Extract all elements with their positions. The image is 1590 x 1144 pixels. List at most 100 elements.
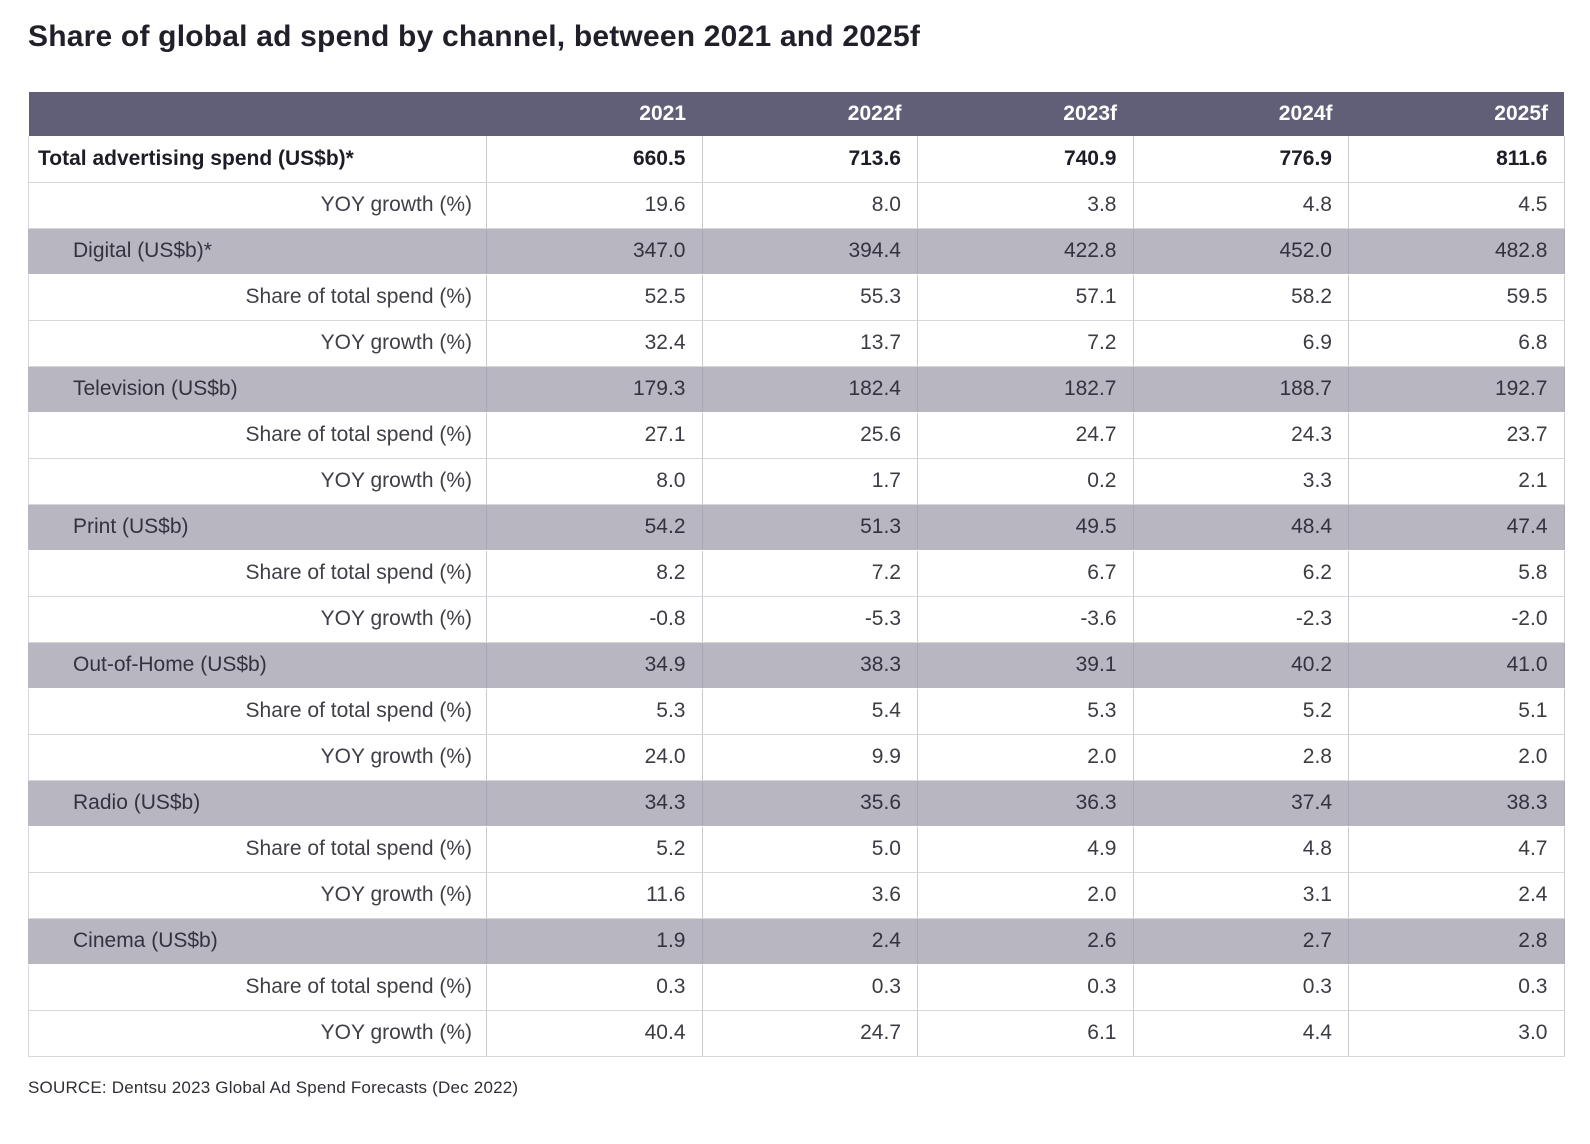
cell-value: 2.0 bbox=[917, 872, 1134, 919]
cell-value: 2.8 bbox=[1348, 917, 1565, 965]
cell-value: 1.9 bbox=[486, 917, 703, 965]
cell-value: 740.9 bbox=[917, 135, 1134, 183]
cell-value: 40.2 bbox=[1133, 641, 1349, 689]
cell-value: 39.1 bbox=[917, 641, 1134, 689]
row-label: YOY growth (%) bbox=[28, 320, 487, 367]
page-title: Share of global ad spend by channel, bet… bbox=[28, 20, 921, 53]
cell-value: 8.0 bbox=[486, 458, 703, 505]
cell-value: 59.5 bbox=[1348, 274, 1565, 321]
cell-value: 394.4 bbox=[702, 227, 918, 275]
cell-value: 0.3 bbox=[1348, 964, 1565, 1011]
table-row: YOY growth (%) 11.6 3.6 2.0 3.1 2.4 bbox=[28, 872, 1565, 919]
table-row: Share of total spend (%) 27.1 25.6 24.7 24.3… bbox=[28, 412, 1565, 459]
table-row: Total advertising spend (US$b)* 660.5 713.… bbox=[28, 135, 1565, 183]
cell-value: 7.2 bbox=[702, 550, 918, 597]
cell-value: 3.8 bbox=[917, 182, 1134, 229]
cell-value: 38.3 bbox=[1348, 779, 1565, 827]
cell-value: 2.7 bbox=[1133, 917, 1349, 965]
row-label: Total advertising spend (US$b)* bbox=[28, 135, 487, 183]
cell-value: 2.4 bbox=[1348, 872, 1565, 919]
cell-value: 6.1 bbox=[917, 1010, 1134, 1057]
cell-value: 32.4 bbox=[486, 320, 703, 367]
cell-value: 182.7 bbox=[917, 365, 1134, 413]
cell-value: 35.6 bbox=[702, 779, 918, 827]
cell-value: 34.9 bbox=[486, 641, 703, 689]
cell-value: 5.8 bbox=[1348, 550, 1565, 597]
cell-value: 55.3 bbox=[702, 274, 918, 321]
cell-value: 5.0 bbox=[702, 826, 918, 873]
table-row: Cinema (US$b) 1.9 2.4 2.6 2.7 2.8 bbox=[28, 917, 1565, 965]
row-label: YOY growth (%) bbox=[28, 458, 487, 505]
row-label: Share of total spend (%) bbox=[28, 688, 487, 735]
cell-value: 0.2 bbox=[917, 458, 1134, 505]
cell-value: 182.4 bbox=[702, 365, 918, 413]
cell-value: 660.5 bbox=[486, 135, 703, 183]
cell-value: 47.4 bbox=[1348, 503, 1565, 551]
cell-value: 13.7 bbox=[702, 320, 918, 367]
cell-value: 6.2 bbox=[1133, 550, 1349, 597]
cell-value: 27.1 bbox=[486, 412, 703, 459]
table-row: Digital (US$b)* 347.0 394.4 422.8 452.0 482.8 bbox=[28, 227, 1565, 275]
cell-value: 2.4 bbox=[702, 917, 918, 965]
cell-value: 11.6 bbox=[486, 872, 703, 919]
cell-value: -5.3 bbox=[702, 596, 918, 643]
cell-value: 2.8 bbox=[1133, 734, 1349, 781]
cell-value: 6.8 bbox=[1348, 320, 1565, 367]
cell-value: 52.5 bbox=[486, 274, 703, 321]
cell-value: 3.1 bbox=[1133, 872, 1349, 919]
header-cell-2025f: 2025f bbox=[1348, 92, 1564, 136]
cell-value: -0.8 bbox=[486, 596, 703, 643]
cell-value: 37.4 bbox=[1133, 779, 1349, 827]
cell-value: 24.0 bbox=[486, 734, 703, 781]
cell-value: 2.6 bbox=[917, 917, 1134, 965]
cell-value: 4.7 bbox=[1348, 826, 1565, 873]
row-label: Television (US$b) bbox=[28, 365, 487, 413]
cell-value: 811.6 bbox=[1348, 135, 1565, 183]
cell-value: 4.5 bbox=[1348, 182, 1565, 229]
table-row: YOY growth (%) -0.8 -5.3 -3.6 -2.3 -2.0 bbox=[28, 596, 1565, 643]
cell-value: 9.9 bbox=[702, 734, 918, 781]
table-row: YOY growth (%) 40.4 24.7 6.1 4.4 3.0 bbox=[28, 1010, 1565, 1057]
cell-value: 4.8 bbox=[1133, 826, 1349, 873]
cell-value: 40.4 bbox=[486, 1010, 703, 1057]
cell-value: 5.2 bbox=[1133, 688, 1349, 735]
header-row: 2021 2022f 2023f 2024f 2025f bbox=[28, 92, 1564, 136]
cell-value: 192.7 bbox=[1348, 365, 1565, 413]
table-row: YOY growth (%) 32.4 13.7 7.2 6.9 6.8 bbox=[28, 320, 1565, 367]
table-row: YOY growth (%) 8.0 1.7 0.2 3.3 2.1 bbox=[28, 458, 1565, 505]
table-row: YOY growth (%) 24.0 9.9 2.0 2.8 2.0 bbox=[28, 734, 1565, 781]
table-row: Share of total spend (%) 5.2 5.0 4.9 4.8 4.7 bbox=[28, 826, 1565, 873]
cell-value: -2.3 bbox=[1133, 596, 1349, 643]
header-cell-label bbox=[28, 92, 487, 136]
table-row: Share of total spend (%) 0.3 0.3 0.3 0.3 0.3 bbox=[28, 964, 1565, 1011]
row-label: YOY growth (%) bbox=[28, 596, 487, 643]
cell-value: 49.5 bbox=[917, 503, 1134, 551]
cell-value: 179.3 bbox=[486, 365, 703, 413]
cell-value: 5.3 bbox=[486, 688, 703, 735]
cell-value: 347.0 bbox=[486, 227, 703, 275]
cell-value: 5.4 bbox=[702, 688, 918, 735]
cell-value: 0.3 bbox=[1133, 964, 1349, 1011]
cell-value: 482.8 bbox=[1348, 227, 1565, 275]
header-cell-2024f: 2024f bbox=[1133, 92, 1349, 136]
row-label: YOY growth (%) bbox=[28, 872, 487, 919]
table-header: 2021 2022f 2023f 2024f 2025f bbox=[28, 92, 1564, 136]
cell-value: 41.0 bbox=[1348, 641, 1565, 689]
cell-value: 7.2 bbox=[917, 320, 1134, 367]
table-row: Television (US$b) 179.3 182.4 182.7 188.7 192… bbox=[28, 365, 1565, 413]
cell-value: 24.7 bbox=[702, 1010, 918, 1057]
cell-value: 4.4 bbox=[1133, 1010, 1349, 1057]
cell-value: 5.2 bbox=[486, 826, 703, 873]
header-cell-2021: 2021 bbox=[486, 92, 702, 136]
cell-value: -2.0 bbox=[1348, 596, 1565, 643]
cell-value: 188.7 bbox=[1133, 365, 1349, 413]
row-label: Radio (US$b) bbox=[28, 779, 487, 827]
cell-value: 2.0 bbox=[1348, 734, 1565, 781]
row-label: YOY growth (%) bbox=[28, 734, 487, 781]
cell-value: 48.4 bbox=[1133, 503, 1349, 551]
table-row: Share of total spend (%) 5.3 5.4 5.3 5.2 5.1 bbox=[28, 688, 1565, 735]
cell-value: 54.2 bbox=[486, 503, 703, 551]
cell-value: 713.6 bbox=[702, 135, 918, 183]
cell-value: 5.1 bbox=[1348, 688, 1565, 735]
cell-value: 3.3 bbox=[1133, 458, 1349, 505]
